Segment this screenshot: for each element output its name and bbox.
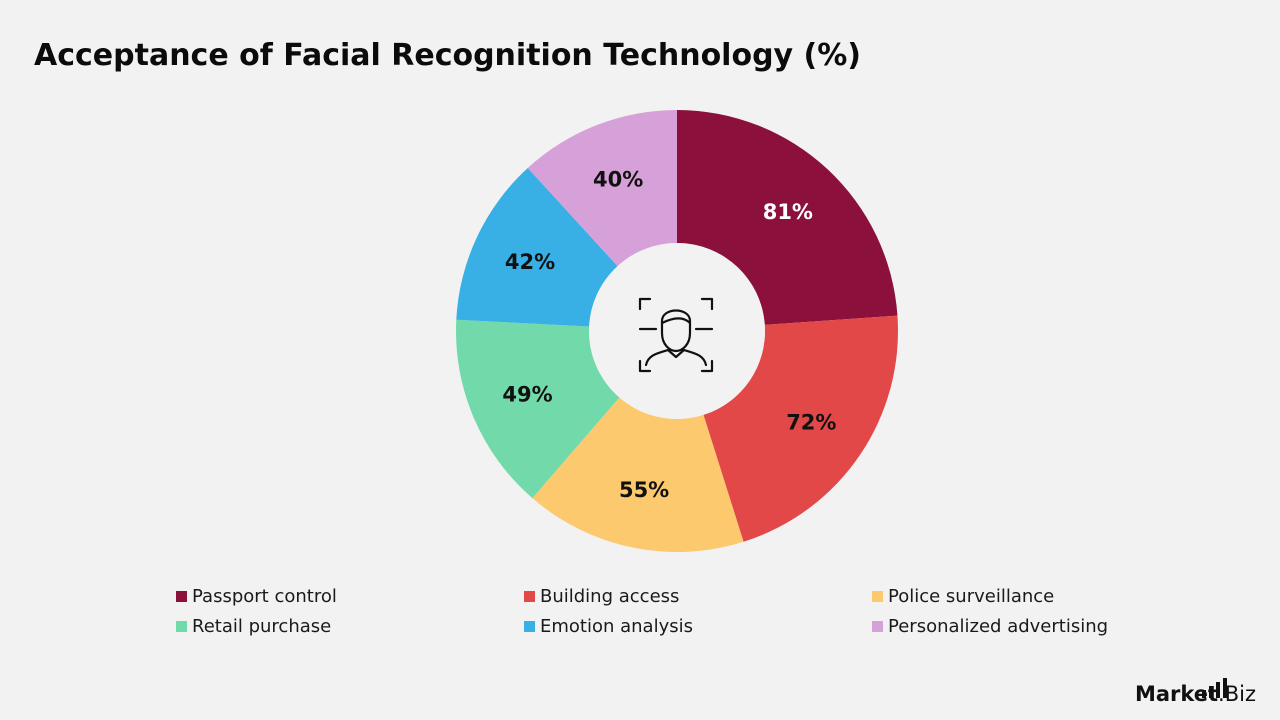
slice-building-access bbox=[703, 315, 899, 542]
data-label-police-surveillance: 55% bbox=[619, 478, 669, 502]
legend-label: Passport control bbox=[192, 586, 337, 607]
data-label-passport-control: 81% bbox=[763, 200, 813, 224]
data-labels-group: 81% 72% 55% 49% 42% 40% bbox=[502, 168, 836, 503]
data-label-emotion-analysis: 42% bbox=[505, 250, 555, 274]
chart-title: Acceptance of Facial Recognition Technol… bbox=[34, 38, 862, 73]
data-label-retail-purchase: 49% bbox=[502, 383, 552, 407]
legend-swatch bbox=[176, 591, 187, 602]
legend-item-retail-purchase: Retail purchase bbox=[176, 616, 331, 637]
slice-emotion-analysis bbox=[456, 168, 618, 327]
slice-passport-control bbox=[677, 110, 898, 325]
chart-legend: Passport control Building access Police su… bbox=[0, 586, 1280, 646]
donut-hole bbox=[589, 243, 765, 419]
slice-retail-purchase bbox=[456, 319, 620, 499]
slices-group bbox=[456, 110, 899, 552]
legend-swatch bbox=[872, 591, 883, 602]
legend-swatch bbox=[872, 621, 883, 632]
legend-swatch bbox=[176, 621, 187, 632]
face-recognition-icon bbox=[638, 297, 714, 373]
slice-police-surveillance bbox=[532, 397, 744, 552]
data-label-building-access: 72% bbox=[786, 410, 836, 434]
legend-item-emotion-analysis: Emotion analysis bbox=[524, 616, 693, 637]
legend-item-passport-control: Passport control bbox=[176, 586, 337, 607]
legend-item-personalized-advertising: Personalized advertising bbox=[872, 616, 1108, 637]
legend-item-police-surveillance: Police surveillance bbox=[872, 586, 1054, 607]
legend-label: Personalized advertising bbox=[888, 616, 1109, 637]
logo-brand-text: Market bbox=[1134, 682, 1219, 706]
legend-label: Building access bbox=[540, 586, 680, 607]
slice-personalized-advertising bbox=[527, 110, 677, 267]
legend-swatch bbox=[524, 591, 535, 602]
donut-chart: 81% 72% 55% 49% 42% 40% bbox=[456, 110, 899, 552]
legend-label: Emotion analysis bbox=[540, 616, 693, 637]
legend-swatch bbox=[524, 621, 535, 632]
brand-logo: Market .Biz bbox=[1135, 682, 1256, 706]
data-label-personalized-advertising: 40% bbox=[593, 168, 643, 192]
logo-suffix-text: .Biz bbox=[1218, 682, 1256, 706]
legend-label: Retail purchase bbox=[192, 616, 332, 637]
legend-label: Police surveillance bbox=[888, 586, 1055, 607]
logo-bars-icon bbox=[1202, 678, 1227, 698]
legend-item-building-access: Building access bbox=[524, 586, 679, 607]
